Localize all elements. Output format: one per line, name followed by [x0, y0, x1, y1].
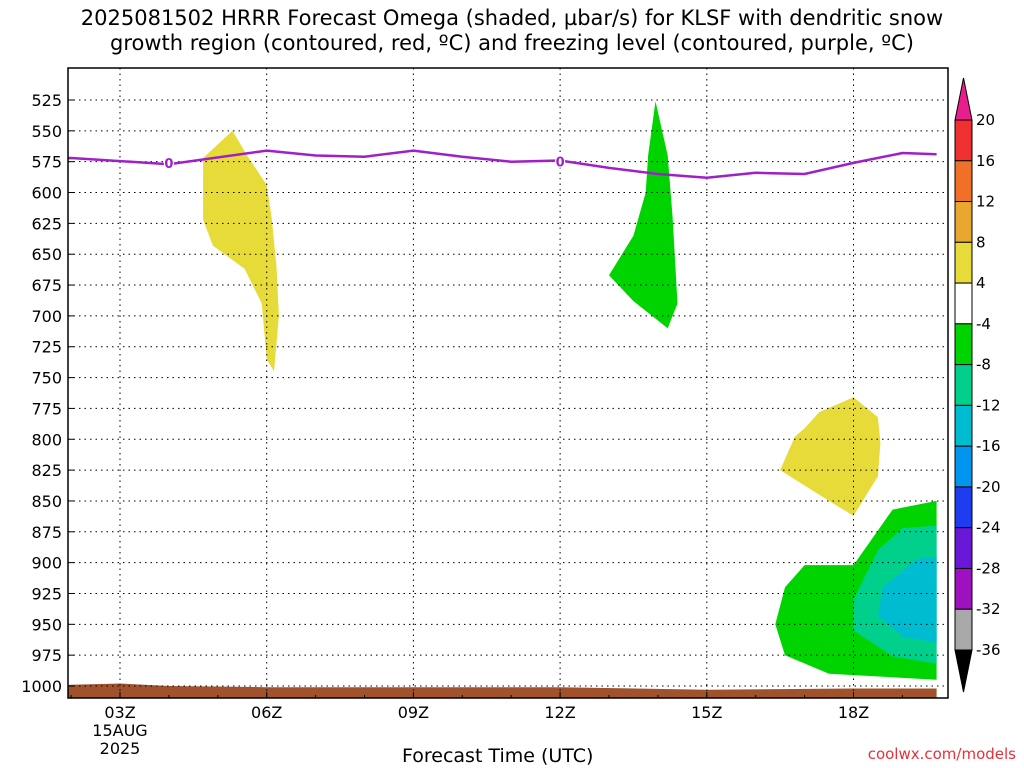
plot-frame: [67, 67, 949, 699]
surface-terrain-band: [68, 683, 937, 698]
omega-region-6: [877, 556, 937, 643]
y-tick-label-850: 850: [31, 492, 62, 511]
colorbar-label-14: -36: [976, 641, 1001, 659]
freezing-level-label-1: 0: [164, 157, 173, 172]
freezing-level-label-2: 0: [556, 156, 565, 171]
omega-region-2: [609, 101, 678, 329]
y-tick-label-550: 550: [31, 122, 62, 141]
colorbar-label-4: 8: [976, 233, 986, 251]
colorbar-segment-9: [954, 445, 973, 488]
colorbar-label-9: -16: [976, 437, 1001, 455]
x-axis-title: Forecast Time (UTC): [402, 745, 594, 767]
colorbar-label-7: -8: [976, 356, 991, 374]
colorbar-segment-8: [954, 404, 973, 447]
freezing-level-line: [68, 149, 937, 179]
colorbar-segment-4: [954, 241, 973, 284]
plot-fills: [68, 101, 937, 698]
y-tick-label-775: 775: [31, 399, 62, 418]
x-tick-label-09Z: 09Z: [398, 703, 429, 722]
y-tick-label-800: 800: [31, 430, 62, 449]
x-date-label-2: 2025: [100, 739, 141, 758]
y-tick-label-900: 900: [31, 554, 62, 573]
colorbar-segment-5: [954, 282, 973, 325]
colorbar-label-12: -28: [976, 559, 1001, 577]
colorbar-label-10: -20: [976, 478, 1001, 496]
colorbar-label-8: -12: [976, 396, 1001, 414]
freezing-level-label-bg-1: [163, 154, 174, 169]
colorbar-segment-2: [954, 160, 973, 203]
colorbar-segment-13: [954, 608, 973, 651]
x-tick-label-12Z: 12Z: [544, 703, 575, 722]
y-tick-label-700: 700: [31, 307, 62, 326]
colorbar-label-6: -4: [976, 315, 991, 333]
colorbar-segment-11: [954, 527, 973, 569]
colorbar-segment-1: [954, 119, 973, 162]
colorbar-segment-12: [954, 567, 973, 610]
y-tick-label-675: 675: [31, 276, 62, 295]
colorbar-segment-6: [954, 323, 973, 366]
x-tick-label-15Z: 15Z: [691, 703, 722, 722]
colorbar-label-3: 12: [976, 193, 995, 211]
y-tick-label-975: 975: [31, 646, 62, 665]
source-credit: coolwx.com/models: [867, 745, 1016, 763]
x-date-label-1: 15AUG: [92, 721, 147, 740]
colorbar-top-arrow: [954, 77, 973, 121]
x-tick-label-18Z: 18Z: [838, 703, 869, 722]
x-tick-label-06Z: 06Z: [251, 703, 282, 722]
omega-region-1: [203, 130, 279, 372]
y-tick-label-600: 600: [31, 184, 62, 203]
y-tick-label-575: 575: [31, 153, 62, 172]
y-tick-label-750: 750: [31, 369, 62, 388]
colorbar-label-2: 16: [976, 152, 995, 170]
y-tick-label-725: 725: [31, 338, 62, 357]
chart-title: 2025081502 HRRR Forecast Omega (shaded, …: [80, 6, 944, 55]
y-tick-label-650: 650: [31, 245, 62, 264]
omega-region-3: [780, 397, 881, 516]
colorbar: 20 16 12 8 4 -4 -8 -12 -16 -20 -24 -28 -32 -36: [954, 77, 1001, 693]
colorbar-segment-10: [954, 486, 973, 529]
colorbar-bottom-arrow: [954, 649, 973, 693]
y-axis: 525 550 575 600 625 650 675 700 725 750 775 800 825 8…: [21, 91, 74, 696]
colorbar-label-11: -24: [976, 519, 1001, 537]
y-tick-label-825: 825: [31, 461, 62, 480]
freezing-level-label-bg-2: [555, 153, 566, 168]
colorbar-label-5: 4: [976, 274, 986, 292]
y-tick-label-950: 950: [31, 615, 62, 634]
y-tick-label-1000: 1000: [21, 677, 62, 696]
colorbar-segment-3: [954, 201, 973, 243]
y-tick-label-875: 875: [31, 523, 62, 542]
colorbar-label-1: 20: [976, 111, 995, 129]
y-tick-label-625: 625: [31, 214, 62, 233]
y-tick-label-925: 925: [31, 584, 62, 603]
y-tick-label-525: 525: [31, 91, 62, 110]
colorbar-segment-7: [954, 364, 973, 406]
colorbar-label-13: -32: [976, 600, 1001, 618]
x-tick-label-03Z: 03Z: [104, 703, 135, 722]
